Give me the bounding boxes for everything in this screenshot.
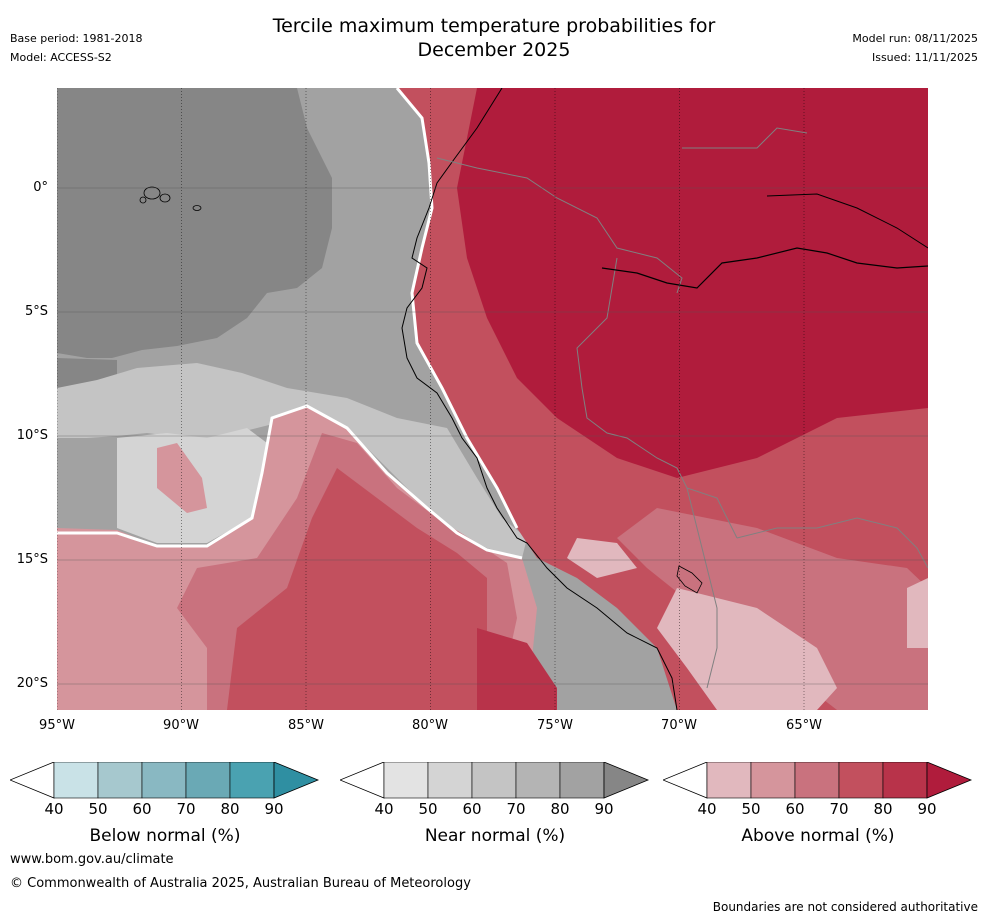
land-above-normal-50-patch <box>567 538 637 578</box>
colorbar-near-segment-3 <box>471 762 517 799</box>
border-colombia-ecuador-peru <box>436 157 683 294</box>
lat-label-20s: 20°S <box>16 676 48 691</box>
lon-label-80w: 80°W <box>412 718 448 733</box>
colorbar-below-tick: 40 <box>44 800 64 818</box>
galapagos-san-cristobal <box>192 205 202 211</box>
title-line-1: Tercile maximum temperature probabilitie… <box>272 15 716 37</box>
colorbar-below-tick: 80 <box>220 800 240 818</box>
galapagos-santa-cruz <box>159 193 171 203</box>
copyright-notice: © Commonwealth of Australia 2025, Austra… <box>10 876 471 891</box>
colorbar-above-tick: 40 <box>697 800 717 818</box>
land-above-normal-50-altiplano <box>657 588 837 710</box>
lon-label-70w: 70°W <box>661 718 697 733</box>
colorbar-near-tick: 90 <box>594 800 614 818</box>
colorbar-below-segment-4 <box>185 762 231 799</box>
land-above-normal-90 <box>457 88 928 478</box>
amazon-river <box>601 247 928 289</box>
colorbar-near <box>340 762 650 799</box>
base-period: Base period: 1981-2018 <box>10 32 143 45</box>
colorbar-above <box>663 762 973 799</box>
colorbar-near-tick: 70 <box>506 800 526 818</box>
ocean-above-normal-90 <box>477 628 557 710</box>
model-run: Model run: 08/11/2025 <box>852 32 978 45</box>
ocean-pink-patch <box>157 443 207 513</box>
lat-label-10s: 10°S <box>16 428 48 443</box>
lon-label-65w: 65°W <box>786 718 822 733</box>
colorbar-near-segment-4 <box>515 762 561 799</box>
lon-label-75w: 75°W <box>537 718 573 733</box>
colorbar-below <box>10 762 320 799</box>
boundary-disclaimer: Boundaries are not considered authoritat… <box>712 900 978 914</box>
colorbar-above-title: Above normal (%) <box>741 826 895 846</box>
colorbar-above-tick: 90 <box>917 800 937 818</box>
colorbar-below-segment-1 <box>53 762 99 799</box>
lat-label-5s: 5°S <box>24 304 48 319</box>
colorbar-above-high-arrow <box>926 762 973 799</box>
colorbar-near-tick: 40 <box>374 800 394 818</box>
colorbar-above-tick: 80 <box>873 800 893 818</box>
land-above-normal-70-south <box>617 508 928 710</box>
issued-date: Issued: 11/11/2025 <box>871 51 978 64</box>
land-above-normal-50-east <box>907 578 928 648</box>
colorbar-below-tick: 50 <box>88 800 108 818</box>
colorbar-above-segment-3 <box>794 762 840 799</box>
colorbar-above-segment-2 <box>750 762 796 799</box>
near-normal-90-zone <box>57 88 332 358</box>
coast-boundary <box>395 88 519 529</box>
colorbar-below-high-arrow <box>273 762 320 799</box>
colorbar-above-tick: 70 <box>829 800 849 818</box>
colorbar-below-low-arrow <box>10 762 55 799</box>
colorbar-above-segment-4 <box>838 762 884 799</box>
colorbar-below-tick: 60 <box>132 800 152 818</box>
galapagos-fernandina <box>139 196 147 204</box>
border-peru-brazil-bolivia <box>576 257 738 539</box>
colorbar-above-segment-1 <box>706 762 752 799</box>
map-title: Tercile maximum temperature probabilitie… <box>0 14 988 62</box>
coastline <box>401 88 678 710</box>
colorbar-near-high-arrow <box>603 762 650 799</box>
colorbar-above-tick: 60 <box>785 800 805 818</box>
colorbar-below-segment-2 <box>97 762 143 799</box>
lon-label-95w: 95°W <box>39 718 75 733</box>
colorbar-above-tick: 50 <box>741 800 761 818</box>
colorbar-below-tick: 70 <box>176 800 196 818</box>
ocean-above-normal-80 <box>227 468 487 710</box>
colorbar-near-segment-1 <box>383 762 429 799</box>
colorbar-below-tick: 90 <box>264 800 284 818</box>
colorbar-above-segment-5 <box>882 762 928 799</box>
border-peru-bolivia <box>686 487 718 689</box>
latitude-gridlines <box>57 187 928 685</box>
colorbar-near-low-arrow <box>340 762 385 799</box>
colorbar-near-segment-5 <box>559 762 605 799</box>
lon-label-90w: 90°W <box>163 718 199 733</box>
galapagos-isabela <box>143 186 161 200</box>
colorbar-near-tick: 60 <box>462 800 482 818</box>
colorbar-below-title: Below normal (%) <box>89 826 241 846</box>
rio-negro <box>766 193 928 249</box>
probability-map <box>57 88 928 710</box>
border-colombia-brazil <box>682 127 808 149</box>
colorbar-near-title: Near normal (%) <box>424 826 566 846</box>
lat-label-0: 0° <box>33 180 48 195</box>
colorbar-below-segment-3 <box>141 762 187 799</box>
title-line-2: December 2025 <box>417 39 571 61</box>
near-normal-70-zone <box>57 363 527 558</box>
lon-label-85w: 85°W <box>288 718 324 733</box>
colorbar-above-low-arrow <box>663 762 708 799</box>
colorbar-near-tick: 80 <box>550 800 570 818</box>
lake-titicaca <box>676 565 703 594</box>
colorbar-near-tick: 50 <box>418 800 438 818</box>
website-link[interactable]: www.bom.gov.au/climate <box>10 852 174 867</box>
colorbar-near-segment-2 <box>427 762 473 799</box>
colorbar-below-segment-5 <box>229 762 275 799</box>
border-bolivia-brazil <box>736 517 928 569</box>
tercile-boundary <box>57 404 523 560</box>
lat-label-15s: 15°S <box>16 552 48 567</box>
model-name: Model: ACCESS-S2 <box>10 51 112 64</box>
